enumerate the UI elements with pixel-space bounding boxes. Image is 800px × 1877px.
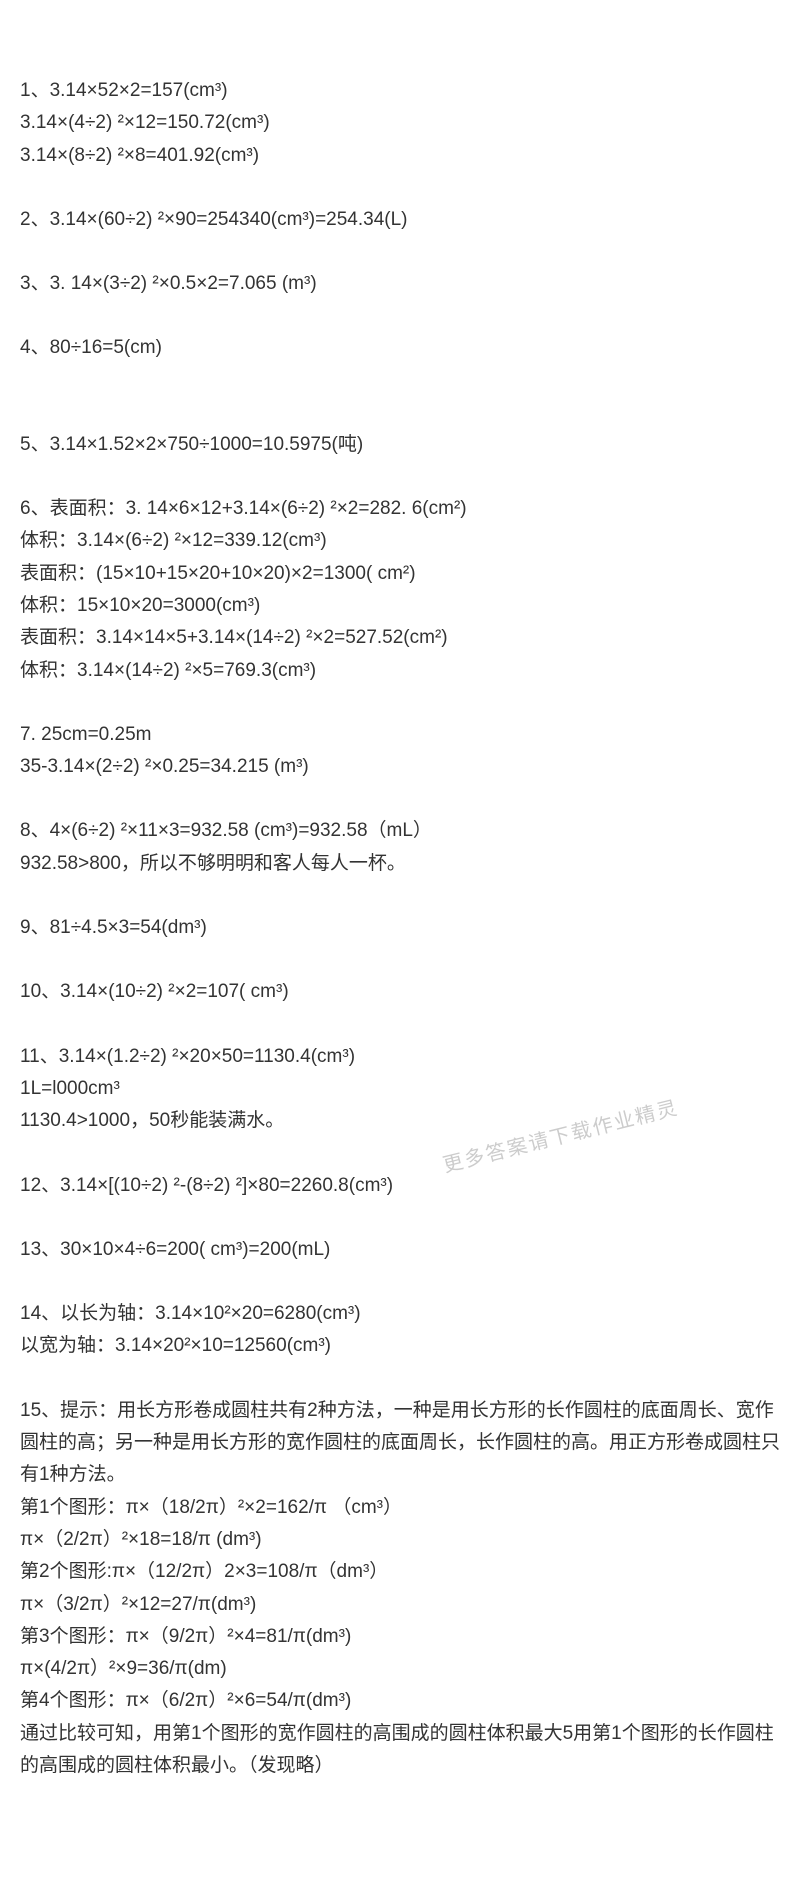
answer-line: 2、3.14×(60÷2) ²×90=254340(cm³)=254.34(L) <box>20 204 780 236</box>
answer-line: 1、3.14×52×2=157(cm³) <box>20 75 780 107</box>
answer-line: 10、3.14×(10÷2) ²×2=107( cm³) <box>20 976 780 1008</box>
block-gap <box>20 461 780 493</box>
block-gap <box>20 172 780 204</box>
answer-line: π×（2/2π）²×18=18/π (dm³) <box>20 1524 780 1556</box>
answer-line: 表面积：(15×10+15×20+10×20)×2=1300( cm²) <box>20 558 780 590</box>
answer-line: 体积：3.14×(6÷2) ²×12=339.12(cm³) <box>20 525 780 557</box>
answer-line: 体积：15×10×20=3000(cm³) <box>20 590 780 622</box>
answer-line: 5、3.14×1.52×2×750÷1000=10.5975(吨) <box>20 429 780 461</box>
block-gap <box>20 1202 780 1234</box>
answer-line: 以宽为轴：3.14×20²×10=12560(cm³) <box>20 1330 780 1362</box>
answer-line: π×（3/2π）²×12=27/π(dm³) <box>20 1589 780 1621</box>
answer-line: 3.14×(4÷2) ²×12=150.72(cm³) <box>20 107 780 139</box>
answer-line: 1130.4>1000，50秒能装满水。 <box>20 1105 780 1137</box>
answer-content: 1、3.14×52×2=157(cm³)3.14×(4÷2) ²×12=150.… <box>20 75 780 1782</box>
answer-line: 13、30×10×4÷6=200( cm³)=200(mL) <box>20 1234 780 1266</box>
answer-line: 6、表面积：3. 14×6×12+3.14×(6÷2) ²×2=282. 6(c… <box>20 493 780 525</box>
answer-line: 14、以长为轴：3.14×10²×20=6280(cm³) <box>20 1298 780 1330</box>
block-gap <box>20 1266 780 1298</box>
answer-line: 7. 25cm=0.25m <box>20 719 780 751</box>
block-gap <box>20 300 780 332</box>
answer-line: π×(4/2π）²×9=36/π(dm) <box>20 1653 780 1685</box>
answer-line: 第3个图形：π×（9/2π）²×4=81/π(dm³) <box>20 1621 780 1653</box>
answer-line: 4、80÷16=5(cm) <box>20 332 780 364</box>
answer-line: 932.58>800，所以不够明明和客人每人一杯。 <box>20 848 780 880</box>
answer-line: 12、3.14×[(10÷2) ²-(8÷2) ²]×80=2260.8(cm³… <box>20 1170 780 1202</box>
answer-line: 35-3.14×(2÷2) ²×0.25=34.215 (m³) <box>20 751 780 783</box>
block-gap <box>20 1138 780 1170</box>
answer-line: 11、3.14×(1.2÷2) ²×20×50=1130.4(cm³) <box>20 1041 780 1073</box>
block-gap <box>20 1009 780 1041</box>
answer-line: 第4个图形：π×（6/2π）²×6=54/π(dm³) <box>20 1685 780 1717</box>
answer-line: 3、3. 14×(3÷2) ²×0.5×2=7.065 (m³) <box>20 268 780 300</box>
block-gap <box>20 687 780 719</box>
block-gap <box>20 783 780 815</box>
answer-line: 第2个图形:π×（12/2π）2×3=108/π（dm³） <box>20 1556 780 1588</box>
answer-line: 8、4×(6÷2) ²×11×3=932.58 (cm³)=932.58（mL） <box>20 815 780 847</box>
answer-line: 第1个图形：π×（18/2π）²×2=162/π （cm³） <box>20 1492 780 1524</box>
block-gap <box>20 236 780 268</box>
answer-line: 9、81÷4.5×3=54(dm³) <box>20 912 780 944</box>
block-gap <box>20 880 780 912</box>
answer-line: 3.14×(8÷2) ²×8=401.92(cm³) <box>20 140 780 172</box>
block-gap <box>20 944 780 976</box>
answer-line: 通过比较可知，用第1个图形的宽作圆柱的高围成的圆柱体积最大5用第1个图形的长作圆… <box>20 1718 780 1783</box>
answer-line: 1L=l000cm³ <box>20 1073 780 1105</box>
answer-line: 体积：3.14×(14÷2) ²×5=769.3(cm³) <box>20 655 780 687</box>
block-gap <box>20 1363 780 1395</box>
answer-line: 表面积：3.14×14×5+3.14×(14÷2) ²×2=527.52(cm²… <box>20 622 780 654</box>
block-gap <box>20 365 780 429</box>
answer-line: 15、提示：用长方形卷成圆柱共有2种方法，一种是用长方形的长作圆柱的底面周长、宽… <box>20 1395 780 1492</box>
